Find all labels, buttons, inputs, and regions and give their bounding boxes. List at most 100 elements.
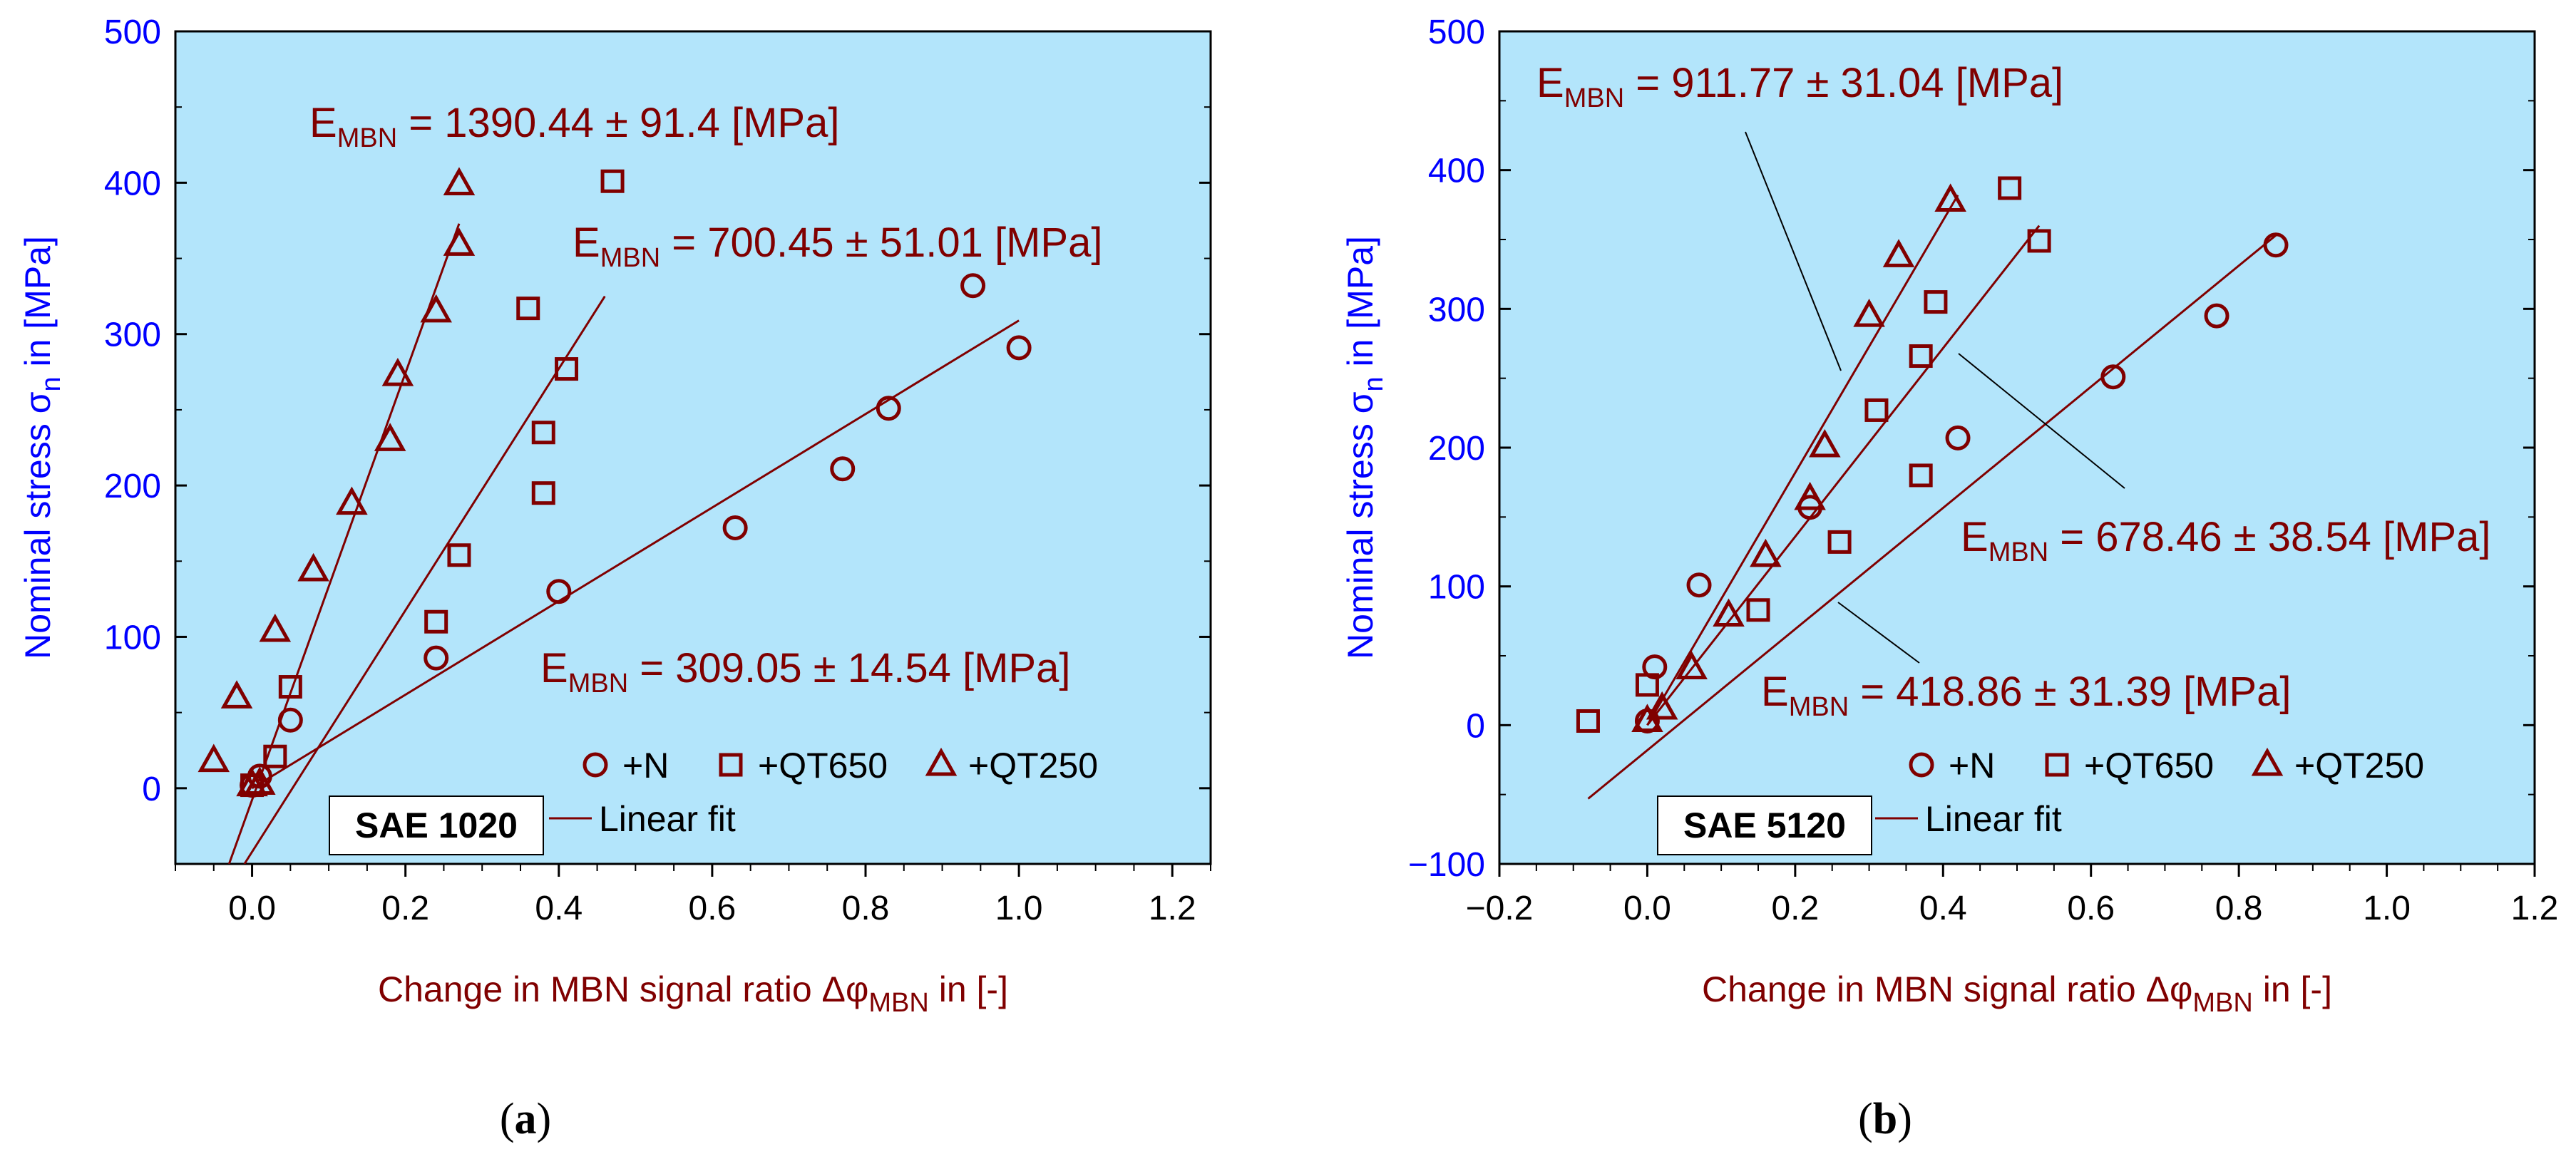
y-tick-label: 300 <box>104 316 161 354</box>
plot-area <box>174 30 1212 865</box>
caption-letter: b <box>1873 1095 1897 1143</box>
legend-label-QT250: +QT250 <box>968 746 1098 786</box>
data-point-N <box>1642 654 1668 680</box>
legend: +N +QT650 +QT250 Linear fit <box>549 746 1098 839</box>
material-label-box <box>1657 795 1872 855</box>
annotation-leader-line <box>1745 131 1842 371</box>
y-axis-label: Nominal stress σn in [MPa] <box>18 236 66 659</box>
data-point-QT250 <box>1794 481 1826 510</box>
data-point-QT650 <box>1864 398 1889 422</box>
data-point-QT250 <box>1646 691 1678 720</box>
data-point-QT250 <box>420 294 452 323</box>
y-axis-label-text: Nominal stress σ <box>18 391 58 659</box>
x-tick-label: 1.0 <box>2363 890 2411 927</box>
y-tick-label: 0 <box>142 771 161 808</box>
data-point-QT250 <box>1882 239 1915 267</box>
data-point-N <box>277 707 303 733</box>
data-point-QT250 <box>1713 598 1745 627</box>
data-point-QT650 <box>531 421 555 445</box>
data-point-QT650 <box>278 675 302 699</box>
y-tick-label: −100 <box>1408 846 1485 884</box>
y-tick-label: 400 <box>104 165 161 202</box>
legend-label-N: +N <box>622 746 669 786</box>
data-point-QT650 <box>1635 673 1659 697</box>
data-point-QT650 <box>1998 176 2022 200</box>
annotation-leader-line <box>1837 602 1920 664</box>
series-N <box>240 273 1032 798</box>
y-tick-label: 500 <box>1428 14 1485 51</box>
series-QT650 <box>240 169 625 798</box>
data-point-QT650 <box>516 297 540 321</box>
annotation-prefix: E <box>1961 514 1989 560</box>
legend-label-QT650: +QT650 <box>2084 746 2214 786</box>
fit-line-QT250 <box>227 223 461 864</box>
data-point-QT250 <box>374 423 406 451</box>
data-point-QT650 <box>1909 344 1933 369</box>
y-tick-label: 300 <box>1428 291 1485 329</box>
y-tick-label: 100 <box>1428 569 1485 607</box>
data-point-QT250 <box>259 613 292 642</box>
fit-line-N <box>1587 234 2277 800</box>
legend-label-QT650: +QT650 <box>758 746 888 786</box>
panel-caption: (b) <box>1858 1095 1912 1143</box>
data-point-N <box>2100 364 2126 390</box>
material-label-box <box>329 795 544 855</box>
annotation-sub: MBN <box>337 123 397 153</box>
x-tick-label: 0.6 <box>2067 890 2115 927</box>
annotation-value: = 911.77 ± 31.04 [MPa] <box>1624 60 2063 106</box>
y-tick-label: 500 <box>104 14 161 51</box>
modulus-annotation: EMBN = 418.86 ± 31.39 [MPa] <box>1761 669 2291 722</box>
data-point-N <box>830 456 856 482</box>
panel-caption: (a) <box>500 1095 551 1143</box>
annotation-prefix: E <box>573 220 600 266</box>
x-axis-label-sub: MBN <box>868 988 928 1018</box>
y-axis-label-text: Nominal stress σ <box>1340 391 1380 659</box>
annotation-prefix: E <box>309 100 337 146</box>
x-axis-label-text: Change in MBN signal ratio Δφ <box>378 969 868 1009</box>
data-point-QT250 <box>1676 651 1708 680</box>
data-point-QT250 <box>297 552 329 582</box>
data-point-QT650 <box>447 543 471 567</box>
caption-letter: a <box>515 1095 537 1143</box>
x-tick-label: 0.2 <box>381 890 429 927</box>
annotation-value: = 700.45 ± 51.01 [MPa] <box>660 220 1102 266</box>
data-point-QT650 <box>263 744 287 768</box>
data-point-QT650 <box>1909 463 1933 488</box>
annotation-sub: MBN <box>1789 692 1849 722</box>
data-point-QT650 <box>424 609 448 634</box>
x-tick-label: 1.2 <box>2511 890 2559 927</box>
legend-fit-label: Linear fit <box>1925 799 2062 839</box>
modulus-annotation: EMBN = 309.05 ± 14.54 [MPa] <box>540 645 1070 699</box>
fit-line-QT650 <box>243 295 606 864</box>
data-point-QT650 <box>1746 598 1770 622</box>
data-point-QT250 <box>197 743 230 773</box>
data-point-QT650 <box>1576 709 1600 733</box>
data-point-QT650 <box>555 357 579 381</box>
data-point-QT250 <box>1750 538 1782 567</box>
annotation-prefix: E <box>1761 669 1789 715</box>
data-point-QT650 <box>2027 229 2051 253</box>
fit-line-QT250 <box>1646 194 1959 726</box>
data-point-QT650 <box>600 169 625 193</box>
legend-marker-QT650 <box>2045 753 2069 777</box>
data-point-N <box>546 579 572 604</box>
material-label: SAE 1020 <box>355 805 518 845</box>
data-point-N <box>2204 303 2229 329</box>
annotation-prefix: E <box>1536 60 1564 106</box>
annotation-value: = 1390.44 ± 91.4 [MPa] <box>397 100 839 146</box>
legend-fit-label: Linear fit <box>599 799 736 839</box>
x-axis-label: Change in MBN signal ratio ΔφMBN in [-] <box>1702 969 2332 1018</box>
legend-marker-N <box>1909 752 1934 778</box>
x-tick-label: 0.8 <box>842 890 890 927</box>
data-point-N <box>960 273 986 299</box>
annotation-prefix: E <box>540 645 568 691</box>
legend-marker-N <box>583 752 608 778</box>
annotation-value: = 309.05 ± 14.54 [MPa] <box>628 645 1070 691</box>
x-tick-label: 1.2 <box>1149 890 1196 927</box>
annotation-leader-line <box>1958 353 2125 489</box>
data-point-QT250 <box>336 486 368 515</box>
x-tick-label: 1.0 <box>995 890 1043 927</box>
modulus-annotation: EMBN = 678.46 ± 38.54 [MPa] <box>1961 514 2490 567</box>
annotation-sub: MBN <box>1989 537 2048 567</box>
